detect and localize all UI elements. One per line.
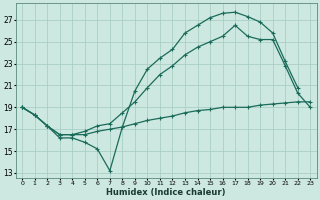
X-axis label: Humidex (Indice chaleur): Humidex (Indice chaleur) <box>107 188 226 197</box>
